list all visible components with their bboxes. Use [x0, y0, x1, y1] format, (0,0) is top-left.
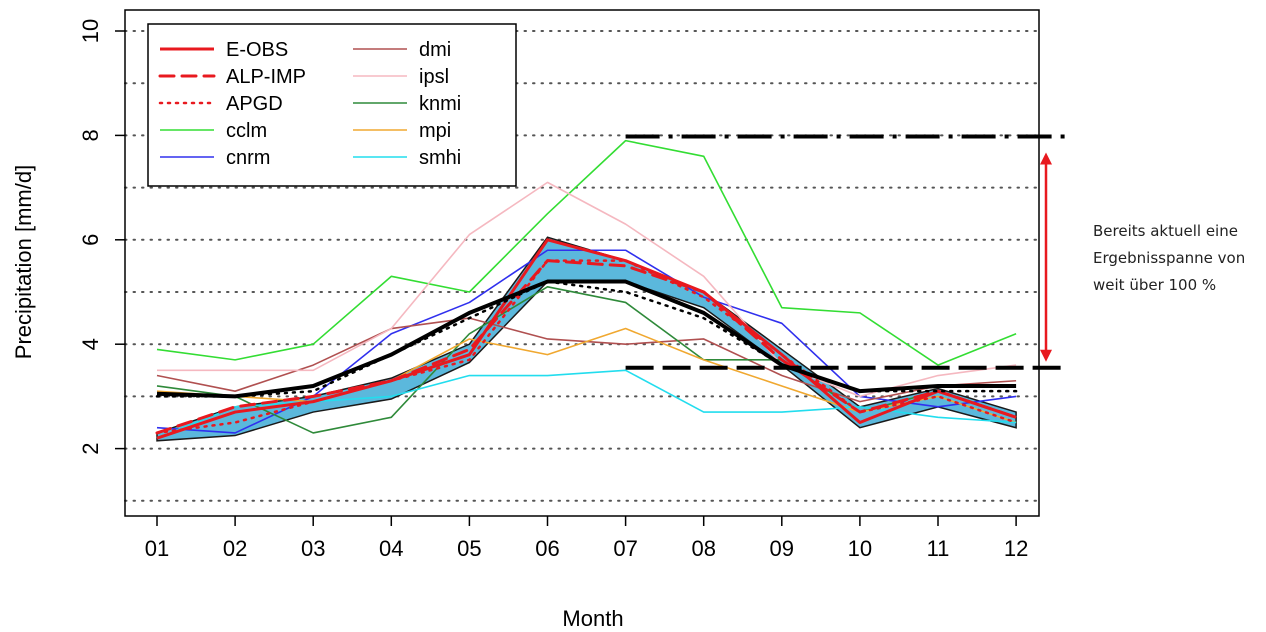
legend-box	[147, 23, 517, 187]
x-tick-label: 08	[691, 536, 715, 561]
arrow-head-up-icon	[1040, 152, 1052, 165]
plot-frame	[124, 9, 1040, 517]
x-tick-label: 10	[848, 536, 872, 561]
x-tick-label: 06	[535, 536, 559, 561]
ensemble-mean-line	[156, 279, 1017, 399]
obs-range-band	[156, 236, 1017, 442]
series-line-cclm	[156, 139, 1017, 366]
legend-entry-apgd: APGD	[226, 93, 283, 115]
x-tick-label: 01	[145, 536, 169, 561]
series-line-ipsl	[157, 181, 1017, 398]
y-tick-label: 6	[78, 234, 103, 246]
series-line-apgd	[155, 259, 1018, 435]
x-tick-label: 03	[301, 536, 325, 561]
legend: E-OBS ALP-IMP APGD cclm cnrm dmi ipsl knmi mpi sm…	[147, 23, 517, 187]
x-tick-label: 05	[457, 536, 481, 561]
series-lines	[155, 139, 1018, 440]
legend-entry-alp-imp: ALP-IMP	[226, 66, 306, 88]
x-tick-label: 07	[613, 536, 637, 561]
range-annotation	[1040, 152, 1052, 362]
reference-lines	[625, 134, 1068, 370]
legend-entry-cclm: cclm	[226, 120, 267, 142]
legend-entry-cnrm: cnrm	[226, 147, 270, 169]
series-line-e-obs	[156, 238, 1017, 440]
y-tick-label: 10	[78, 19, 103, 43]
ensemble-median-line	[155, 280, 1018, 398]
legend-entry-e-obs: E-OBS	[226, 39, 288, 61]
obs-band	[156, 236, 1017, 442]
annotation-line: Bereits aktuell eine	[1093, 222, 1238, 240]
y-tick-label: 8	[78, 129, 103, 141]
x-tick-label: 02	[223, 536, 247, 561]
x-tick-label: 09	[770, 536, 794, 561]
x-tick-label: 11	[927, 536, 950, 561]
axes: 01 02 03 04 05 06 07 08 09 10 11 12 2 4 6 8 10	[78, 19, 1028, 561]
legend-entry-ipsl: ipsl	[419, 66, 449, 88]
annotation-text: Bereits aktuell eine Ergebnisspanne von …	[1093, 218, 1263, 299]
y-tick-label: 2	[78, 442, 103, 454]
x-tick-label: 12	[1004, 536, 1028, 561]
y-axis-label: Precipitation [mm/d]	[11, 165, 36, 359]
x-axis-label: Month	[562, 606, 623, 631]
y-tick-label: 4	[78, 338, 103, 350]
legend-entry-smhi: smhi	[419, 147, 461, 169]
legend-entry-knmi: knmi	[419, 93, 461, 115]
arrow-head-down-icon	[1040, 349, 1052, 362]
x-tick-label: 04	[379, 536, 403, 561]
legend-entry-mpi: mpi	[419, 120, 451, 142]
legend-entry-dmi: dmi	[419, 39, 451, 61]
series-line-alp-imp	[155, 259, 1018, 435]
annotation-line: weit über 100 %	[1093, 276, 1217, 294]
annotation-line: Ergebnisspanne von	[1093, 249, 1246, 267]
